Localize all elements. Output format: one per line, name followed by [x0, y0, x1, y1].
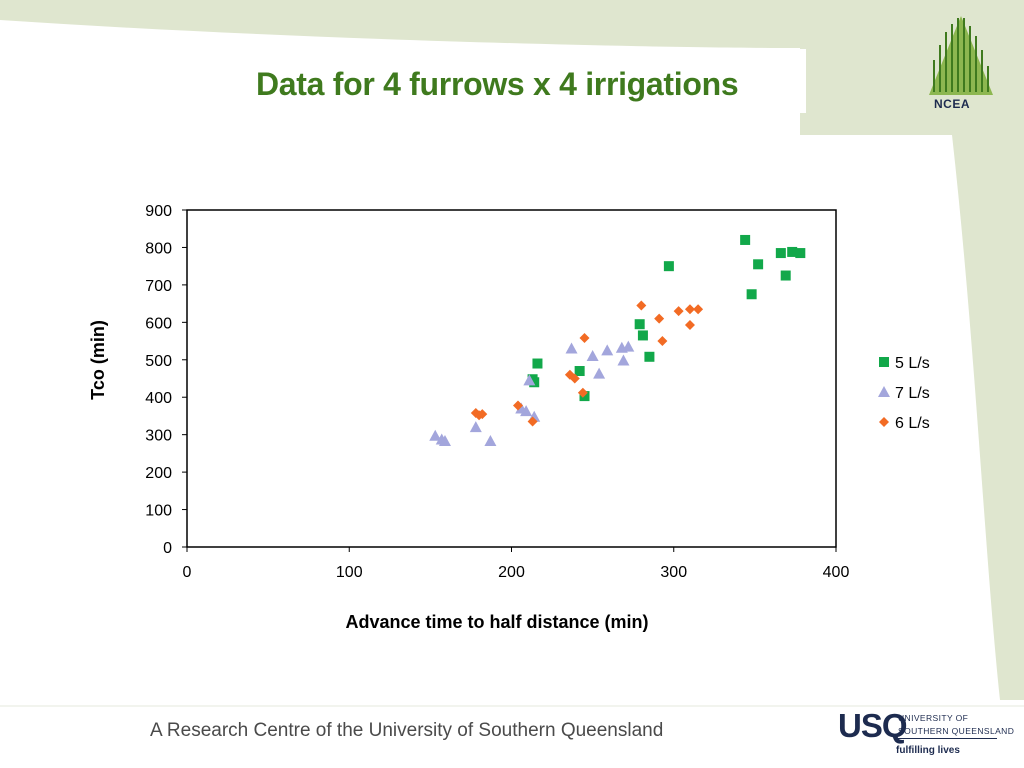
data-point — [740, 234, 751, 245]
usq-logo-word: USQ — [838, 707, 908, 744]
data-point — [634, 319, 645, 330]
data-point — [438, 435, 451, 447]
background-band — [0, 0, 1024, 700]
y-tick-label: 400 — [145, 390, 172, 407]
chart-legend: 5 L/s 7 L/s 6 L/s — [878, 355, 930, 432]
data-point — [654, 313, 665, 324]
data-point — [577, 387, 588, 398]
y-tick-label: 900 — [145, 203, 172, 220]
data-point — [520, 405, 533, 417]
usq-logo-tagline: fulfilling lives — [896, 745, 960, 756]
y-tick-label: 200 — [145, 465, 172, 482]
legend-label: 7 L/s — [895, 385, 930, 402]
ncea-logo-label: NCEA — [934, 97, 971, 111]
data-point — [565, 342, 578, 354]
y-tick-label: 600 — [145, 315, 172, 332]
data-point — [673, 306, 684, 317]
data-point — [663, 261, 674, 272]
data-points — [429, 234, 806, 447]
data-point — [795, 248, 806, 259]
x-tick-label: 300 — [660, 564, 687, 581]
y-tick-label: 300 — [145, 428, 172, 445]
footer-text: A Research Centre of the University of S… — [150, 720, 664, 741]
usq-logo-line2: SOUTHERN QUEENSLAND — [898, 726, 1015, 736]
data-point — [753, 259, 764, 270]
data-point — [469, 421, 482, 433]
usq-logo-rule — [895, 738, 997, 739]
data-point — [593, 367, 606, 379]
ncea-tree-icon — [929, 16, 993, 95]
data-point — [569, 373, 580, 384]
x-axis-label: Advance time to half distance (min) — [345, 612, 648, 632]
x-axis: 0 100 200 300 400 — [183, 547, 850, 581]
data-point — [636, 300, 647, 311]
data-point — [512, 400, 523, 411]
data-point — [523, 374, 536, 386]
data-point — [746, 289, 757, 300]
data-point — [429, 429, 442, 441]
y-tick-label: 100 — [145, 503, 172, 520]
x-tick-label: 200 — [498, 564, 525, 581]
data-point — [693, 304, 704, 315]
slide-title: Data for 4 furrows x 4 irrigations — [256, 66, 739, 102]
data-point — [617, 354, 630, 366]
data-point — [532, 358, 543, 369]
data-point — [637, 330, 648, 341]
legend-label: 6 L/s — [895, 415, 930, 432]
data-point — [644, 351, 655, 362]
data-point — [684, 304, 695, 315]
y-axis: 0 100 200 300 400 500 600 700 800 900 — [145, 203, 187, 557]
x-tick-label: 400 — [823, 564, 850, 581]
data-point — [622, 340, 635, 352]
legend-marker — [878, 386, 890, 397]
y-tick-label: 0 — [163, 540, 172, 557]
data-point — [527, 416, 538, 427]
data-point — [477, 409, 488, 420]
x-tick-label: 0 — [183, 564, 192, 581]
y-tick-label: 700 — [145, 278, 172, 295]
x-tick-label: 100 — [336, 564, 363, 581]
legend-label: 5 L/s — [895, 355, 930, 372]
data-point — [787, 246, 798, 257]
data-point — [780, 270, 791, 281]
data-point — [529, 377, 540, 388]
legend-marker — [879, 357, 889, 367]
data-point — [684, 319, 695, 330]
data-point — [586, 350, 599, 362]
y-tick-label: 800 — [145, 240, 172, 257]
plot-area — [186, 209, 837, 548]
y-axis-label: Tco (min) — [88, 320, 108, 400]
title-backing — [240, 49, 806, 113]
y-tick-label: 500 — [145, 353, 172, 370]
legend-marker — [879, 417, 889, 427]
data-point — [601, 344, 614, 356]
data-point — [574, 366, 585, 377]
data-point — [484, 435, 497, 447]
usq-logo-line1: UNIVERSITY OF — [898, 713, 969, 723]
data-point — [775, 248, 786, 259]
data-point — [657, 336, 668, 347]
data-point — [579, 333, 590, 344]
